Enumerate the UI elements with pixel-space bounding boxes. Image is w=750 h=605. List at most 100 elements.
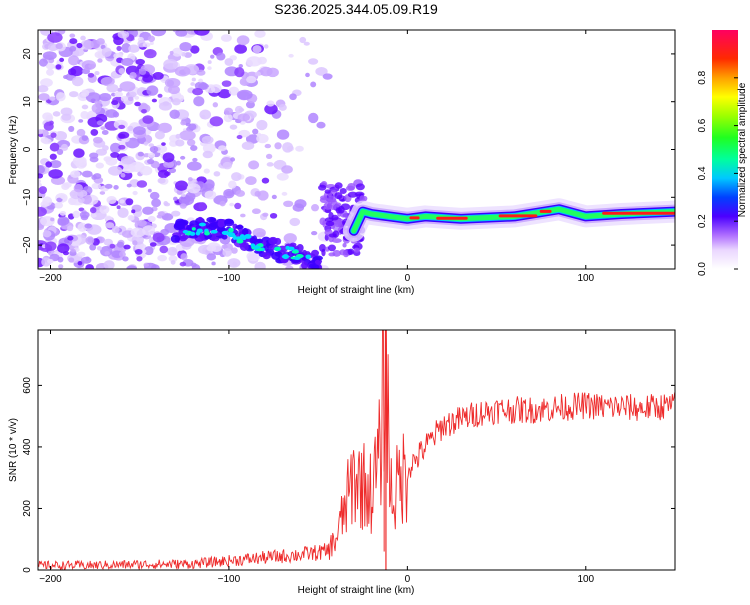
spectrogram-speck — [143, 263, 150, 267]
spectrogram-speck — [89, 244, 97, 251]
spectrogram-speck — [157, 254, 168, 262]
spectrogram-speck — [152, 232, 165, 243]
spectrogram-speck — [42, 230, 52, 238]
spectrogram-speck — [126, 183, 132, 188]
spectrogram-speck — [119, 81, 136, 92]
spectrogram-speck — [234, 67, 245, 78]
spectrogram-speck — [77, 251, 86, 257]
spectrogram-speck — [324, 189, 331, 194]
spectrogram-speck — [323, 202, 333, 210]
spectrogram-speck — [120, 95, 129, 102]
spectrogram-speck — [175, 30, 188, 37]
spectrogram-speck — [181, 193, 186, 198]
spectrogram-speck — [202, 142, 216, 154]
spectrogram-speck — [331, 238, 342, 243]
spectrogram-speck — [334, 192, 343, 200]
spectrogram-speck — [134, 95, 140, 100]
spectrogram-speck — [57, 256, 64, 263]
spectrogram-speck — [84, 223, 93, 229]
spectrogram-speck — [238, 64, 243, 68]
spectrogram-speck — [102, 145, 109, 151]
spectrogram-speck — [69, 38, 78, 45]
snr-y-ticks: 0 200 400 600 — [22, 377, 675, 573]
spectrogram-speck — [220, 34, 232, 42]
spectrogram-speck — [187, 177, 193, 182]
spectrogram-speck — [38, 165, 45, 174]
spectrogram-speck — [147, 35, 156, 42]
spectrogram-speck — [301, 261, 308, 269]
spectrogram-speck — [120, 172, 126, 178]
spectrogram-speck — [281, 191, 288, 196]
y-tick-label: 400 — [22, 438, 33, 455]
x-tick-label: 0 — [405, 273, 411, 284]
spectrogram-speck — [316, 121, 326, 129]
spectrogram-speck — [254, 71, 262, 77]
spectrogram-speck — [96, 120, 104, 126]
spectrogram-speck — [123, 244, 131, 250]
spectrogram-speck — [135, 58, 145, 66]
spectrogram-speck — [157, 211, 166, 217]
spectrogram-speck — [212, 102, 219, 108]
spectrogram-speck — [332, 249, 342, 257]
spectrogram-speck — [271, 194, 277, 200]
spectrogram-speck — [55, 43, 63, 50]
spectrogram-speck — [192, 87, 204, 96]
spectrogram-speck — [70, 170, 81, 178]
spectrogram-speck — [163, 160, 175, 169]
spectrogram-speck — [113, 185, 119, 190]
spectrogram-speck — [264, 103, 278, 115]
y-tick-label: −20 — [22, 236, 33, 253]
spectrogram-speck — [246, 251, 261, 262]
spectrogram-speck — [321, 248, 326, 257]
spectrogram-speck — [223, 218, 235, 227]
spectrogram-speck — [276, 172, 289, 181]
spectrogram-speck — [100, 76, 115, 87]
spectrogram-speck — [198, 78, 203, 83]
spectrogram-speck — [285, 265, 294, 269]
spectrogram-speck — [190, 145, 198, 151]
spectrogram-speck — [60, 194, 66, 199]
spectrogram-speck — [184, 52, 192, 58]
spectrogram-speck — [319, 197, 329, 204]
spectrogram-speck — [76, 42, 83, 49]
spectrogram-speck — [278, 104, 287, 111]
spectrogram-speck — [57, 216, 70, 226]
spectrogram-speck — [311, 204, 320, 212]
spectrogram-speck — [47, 43, 59, 52]
spectrogram-speck — [38, 173, 44, 179]
spectrogram-speck — [222, 161, 233, 170]
spectrogram-speck — [179, 42, 192, 52]
spectrogram-speck — [118, 251, 126, 258]
spectrogram-speck — [92, 136, 103, 144]
spectrogram-speck — [332, 230, 340, 238]
x-tick-label: 100 — [577, 273, 594, 284]
spectrogram-speck — [229, 124, 238, 130]
spectrogram-speck — [191, 77, 196, 82]
figure-title: S236.2025.344.05.09.R19 — [274, 1, 438, 17]
spectrogram-speck — [230, 247, 238, 254]
spectrogram-speck — [90, 213, 97, 218]
spectrogram-speck — [169, 50, 174, 55]
spectrogram-speck — [206, 253, 217, 261]
spectrogram-speck — [138, 69, 147, 76]
spectrogram-speck — [67, 225, 74, 232]
spectrogram-speck — [101, 47, 112, 58]
spectrogram-speck — [256, 119, 268, 131]
spectrogram-speck — [254, 261, 266, 269]
spectrogram-speck — [143, 141, 149, 146]
spectrogram-speck — [193, 30, 210, 36]
spectrogram-speck — [103, 260, 115, 269]
spectrogram-speck — [68, 68, 77, 76]
spectrogram-speck — [192, 157, 198, 162]
spectrogram-speck — [170, 234, 181, 243]
spectrogram-speck — [171, 210, 181, 217]
spectrogram-speck — [175, 139, 185, 147]
spectrogram-speck — [253, 245, 261, 249]
spectrogram-speck — [250, 243, 256, 248]
spectrogram-speck — [52, 111, 61, 117]
spectrogram-speck — [245, 134, 260, 144]
x-tick-label: 100 — [577, 574, 594, 585]
spectrogram-speck — [334, 182, 343, 189]
